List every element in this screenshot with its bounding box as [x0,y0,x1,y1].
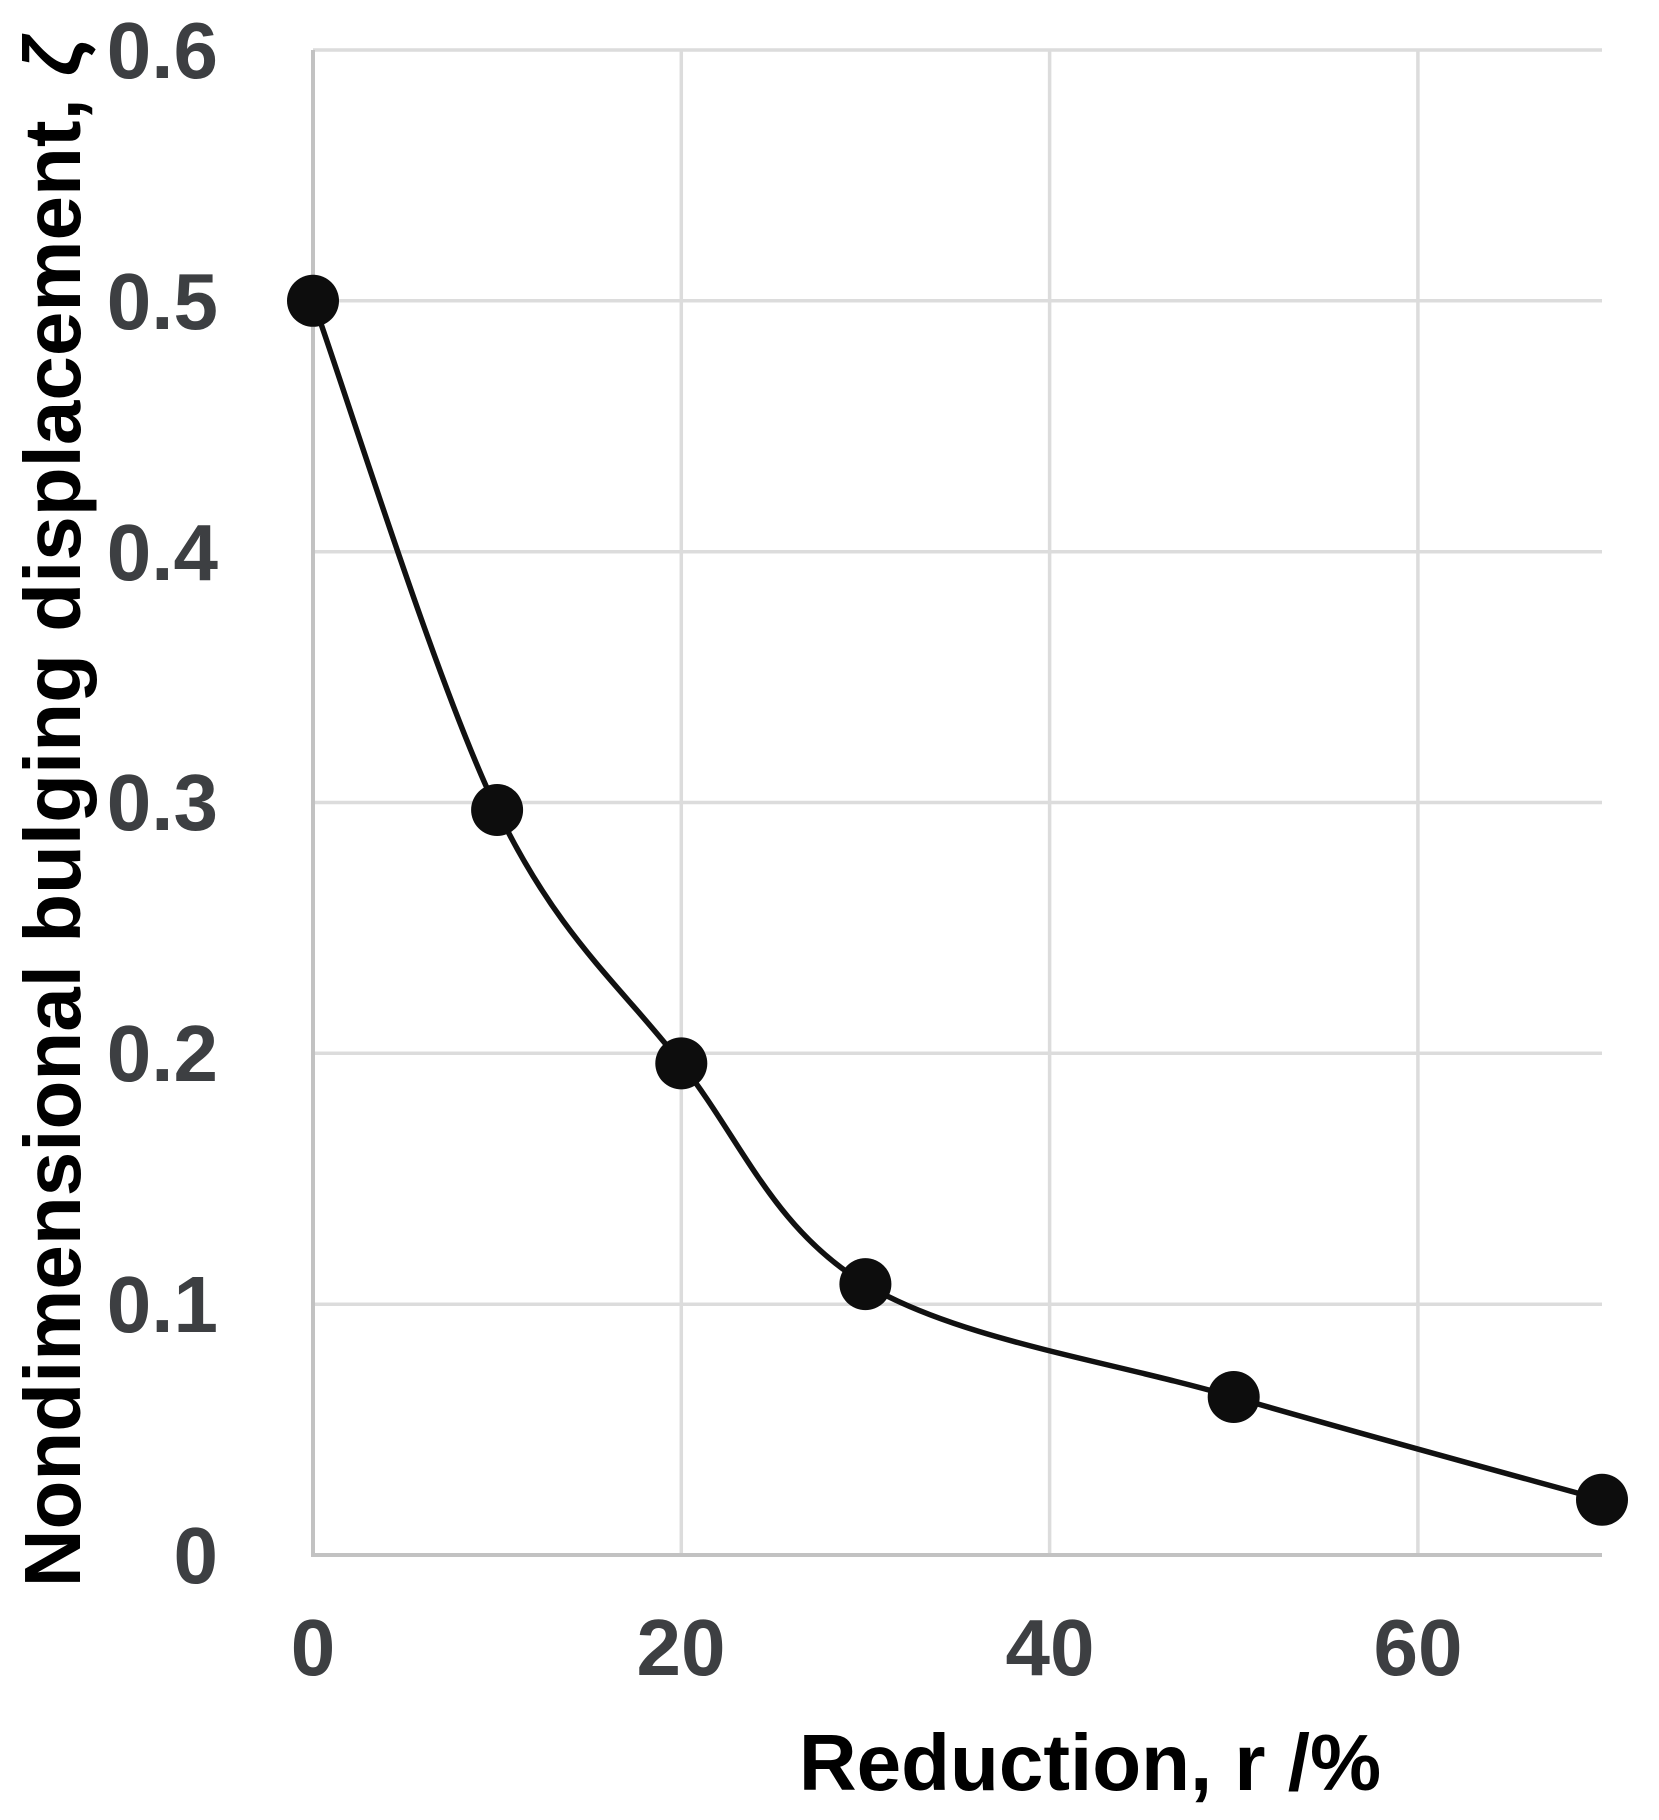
x-axis-tick-labels: 0 20 40 60 [291,1603,1463,1692]
series-line [310,299,1603,1503]
x-axis-title: Reduction, r /% [799,1718,1381,1807]
x-tick-label: 60 [1374,1603,1463,1692]
gridlines [313,48,1602,1555]
data-point [1207,1371,1260,1423]
data-point [1576,1473,1628,1526]
y-tick-label: 0.4 [107,508,219,597]
y-axis-title: Nondimensional bulging displacement, ζ [8,33,97,1587]
y-axis-title-text: Nondimensional bulging displacement, [8,76,97,1587]
y-tick-label: 0.5 [107,257,218,346]
y-tick-label: 0.1 [107,1260,218,1349]
data-point [839,1258,892,1311]
x-tick-label: 20 [637,1603,726,1692]
data-point [287,274,339,327]
y-tick-label: 0.3 [107,758,218,847]
y-axis-title-zeta-symbol: ζ [8,33,97,76]
data-point [471,784,524,836]
x-tick-label: 0 [291,1603,336,1692]
x-tick-label: 40 [1006,1603,1095,1692]
y-tick-label: 0.6 [107,6,218,95]
y-axis-tick-labels: 0.6 0.5 0.4 0.3 0.2 0.1 0 [107,6,219,1600]
y-tick-label: 0 [174,1511,219,1600]
data-point [655,1037,708,1090]
data-point-markers [287,274,1628,1526]
y-tick-label: 0.2 [107,1009,218,1098]
